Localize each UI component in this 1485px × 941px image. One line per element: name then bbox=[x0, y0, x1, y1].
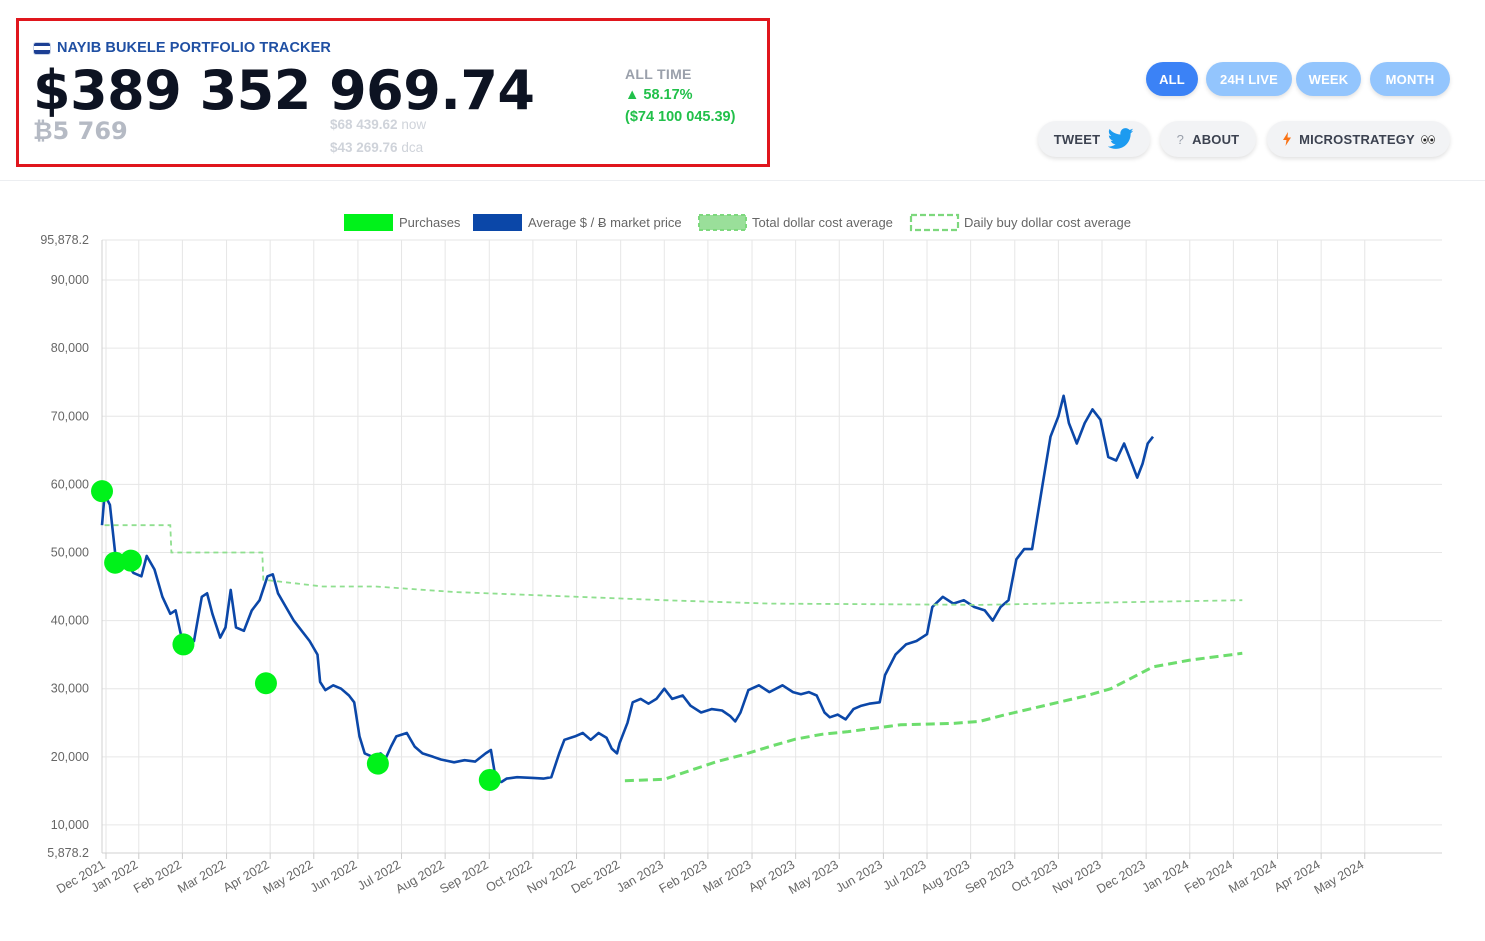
x-tick-label: Aug 2022 bbox=[393, 857, 446, 896]
price-now-value: $68 439.62 bbox=[330, 117, 398, 132]
x-tick-label: Nov 2022 bbox=[525, 857, 578, 896]
x-tick-label: Jun 2022 bbox=[308, 857, 360, 895]
x-tick-label: Nov 2023 bbox=[1050, 857, 1103, 896]
legend-item[interactable]: Daily buy dollar cost average bbox=[909, 213, 1131, 232]
portfolio-summary-card: NAYIB BUKELE PORTFOLIO TRACKER $389 352 … bbox=[16, 18, 770, 167]
x-tick-label: Sep 2023 bbox=[963, 857, 1016, 896]
x-tick-label: May 2023 bbox=[786, 857, 841, 897]
x-tick-label: Feb 2022 bbox=[131, 857, 184, 896]
legend-label: Average $ / Ƀ market price bbox=[528, 215, 682, 230]
y-tick-label: 40,000 bbox=[51, 614, 89, 628]
microstrategy-label: MICROSTRATEGY bbox=[1299, 131, 1415, 147]
x-tick-label: Jun 2023 bbox=[833, 857, 885, 895]
x-tick-label: May 2022 bbox=[261, 857, 316, 897]
tweet-label: TWEET bbox=[1053, 131, 1101, 147]
x-tick-label: Jan 2024 bbox=[1140, 857, 1192, 895]
all-time-performance: ALL TIME ▲ 58.17% ($74 100 045.39) bbox=[625, 66, 735, 125]
y-tick-label: 50,000 bbox=[51, 545, 89, 559]
price-dca-suffix: dca bbox=[401, 140, 424, 155]
lightning-icon bbox=[1283, 132, 1292, 146]
purchase-marker[interactable] bbox=[254, 672, 277, 695]
legend-item[interactable]: Purchases bbox=[344, 214, 461, 231]
about-button[interactable]: ? ABOUT bbox=[1160, 121, 1256, 157]
legend-label: Purchases bbox=[399, 215, 461, 230]
about-label: ABOUT bbox=[1192, 131, 1240, 147]
x-tick-label: Jan 2023 bbox=[614, 857, 666, 895]
range-all-button[interactable]: ALL bbox=[1146, 62, 1198, 96]
tracker-title-text: NAYIB BUKELE PORTFOLIO TRACKER bbox=[57, 40, 331, 56]
x-tick-label: Dec 2022 bbox=[569, 857, 622, 896]
y-tick-label: 95,878.2 bbox=[40, 233, 89, 247]
y-tick-label: 30,000 bbox=[51, 682, 89, 696]
x-tick-label: Aug 2023 bbox=[919, 857, 972, 896]
eyes-icon bbox=[1420, 134, 1435, 144]
y-tick-label: 20,000 bbox=[51, 750, 89, 764]
total-dca-line bbox=[624, 651, 1243, 783]
y-tick-label: 80,000 bbox=[51, 341, 89, 355]
all-time-label: ALL TIME bbox=[625, 66, 692, 82]
purchase-marker[interactable] bbox=[366, 752, 389, 775]
y-tick-label: 10,000 bbox=[51, 818, 89, 832]
purchase-marker[interactable] bbox=[478, 768, 501, 791]
x-tick-label: May 2024 bbox=[1312, 857, 1367, 897]
all-time-amount: ($74 100 045.39) bbox=[625, 109, 736, 125]
legend-item[interactable]: Total dollar cost average bbox=[698, 214, 893, 231]
help-question-icon: ? bbox=[1176, 131, 1185, 147]
legend-swatch-market-price bbox=[473, 214, 522, 231]
header-divider bbox=[0, 180, 1485, 181]
y-tick-label: 60,000 bbox=[51, 477, 89, 491]
legend-label: Total dollar cost average bbox=[752, 215, 893, 230]
range-week-button[interactable]: WEEK bbox=[1296, 62, 1361, 96]
y-axis: 95,878.2 90,000 80,000 70,000 60,000 50,000 40… bbox=[40, 233, 89, 860]
portfolio-value: $389 352 969.74 bbox=[33, 59, 535, 122]
x-tick-label: Mar 2024 bbox=[1226, 857, 1279, 896]
price-now: $68 439.62 now bbox=[330, 117, 426, 132]
purchase-marker[interactable] bbox=[91, 480, 113, 503]
range-24h-live-button[interactable]: 24H LIVE bbox=[1206, 62, 1292, 96]
y-tick-label: 5,878.2 bbox=[47, 846, 89, 860]
legend-label: Daily buy dollar cost average bbox=[964, 215, 1131, 230]
x-tick-label: Mar 2023 bbox=[701, 857, 754, 896]
legend-swatch-total-dca bbox=[698, 214, 747, 231]
btc-holdings: ₿5 769 bbox=[33, 117, 128, 145]
microstrategy-button[interactable]: MICROSTRATEGY bbox=[1267, 121, 1450, 157]
legend-item[interactable]: Average $ / Ƀ market price bbox=[473, 214, 682, 231]
y-tick-label: 70,000 bbox=[51, 409, 89, 423]
chart-series bbox=[91, 394, 1243, 791]
legend-swatch-purchases bbox=[344, 214, 393, 231]
all-time-percent: ▲ 58.17% bbox=[625, 87, 693, 103]
el-salvador-flag-icon bbox=[33, 41, 51, 55]
x-tick-label: Feb 2024 bbox=[1182, 857, 1235, 896]
x-tick-label: Feb 2023 bbox=[657, 857, 710, 896]
legend-swatch-daily-dca bbox=[909, 213, 960, 232]
price-dca-value: $43 269.76 bbox=[330, 140, 398, 155]
range-month-button[interactable]: MONTH bbox=[1370, 62, 1450, 96]
chart-legend: Purchases Average $ / Ƀ market price Total… bbox=[344, 213, 1131, 232]
x-tick-label: Mar 2022 bbox=[175, 857, 228, 896]
tweet-button[interactable]: TWEET bbox=[1038, 121, 1150, 157]
price-dca: $43 269.76 dca bbox=[330, 140, 423, 155]
price-now-suffix: now bbox=[401, 117, 427, 132]
chart-grid bbox=[101, 239, 1442, 859]
y-tick-label: 90,000 bbox=[51, 273, 89, 287]
x-tick-label: Dec 2023 bbox=[1094, 857, 1147, 896]
x-tick-label: Sep 2022 bbox=[437, 857, 490, 896]
twitter-bird-icon bbox=[1108, 128, 1134, 149]
market-price-line bbox=[100, 394, 1155, 784]
purchase-marker[interactable] bbox=[172, 633, 195, 656]
price-chart: Purchases Average $ / Ƀ market price Total… bbox=[40, 213, 1442, 897]
purchase-marker[interactable] bbox=[119, 549, 142, 572]
tracker-title: NAYIB BUKELE PORTFOLIO TRACKER bbox=[33, 40, 331, 56]
daily-dca-line bbox=[104, 524, 1243, 606]
